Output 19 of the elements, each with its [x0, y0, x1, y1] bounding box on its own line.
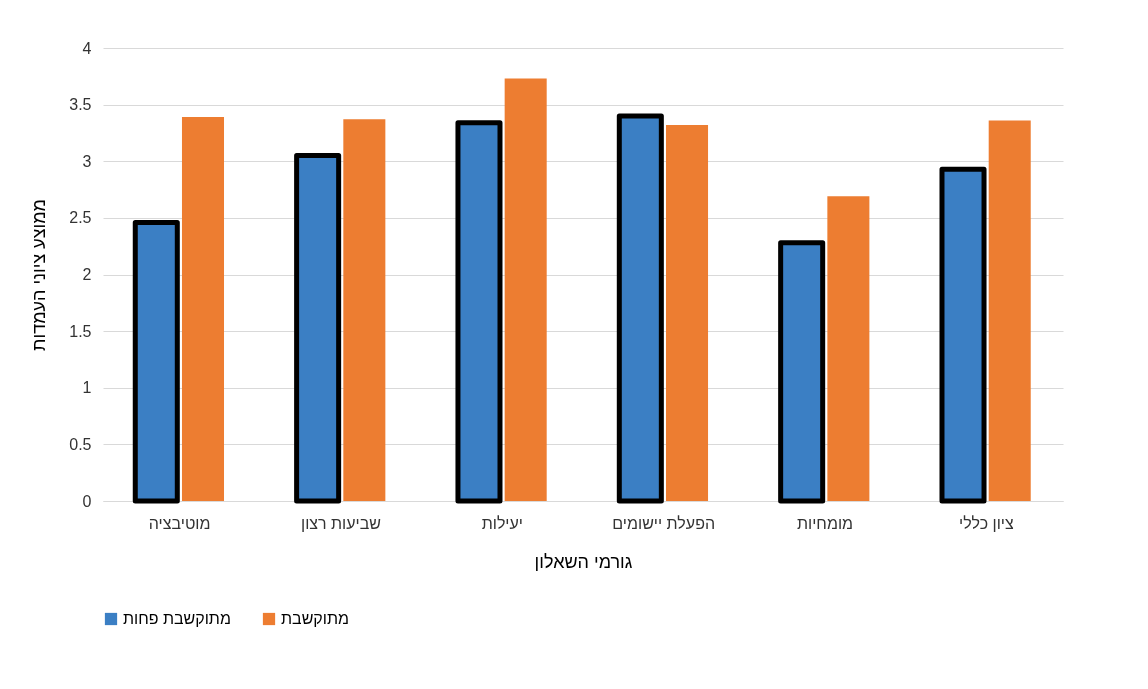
y-tick-label: 1 — [82, 379, 92, 397]
x-tick-label: הפעלת יישומים — [612, 514, 716, 532]
y-tick-label: 4 — [82, 39, 92, 57]
x-tick-label: מוטיבציה — [148, 514, 211, 532]
x-tick-label: ציון כללי — [959, 514, 1014, 532]
y-tick-label: 0 — [82, 492, 92, 510]
x-tick-label: מומחיות — [796, 514, 854, 532]
x-axis-title: גורמי השאלון — [534, 551, 633, 572]
legend-label: מתוקשבת — [281, 610, 349, 627]
y-tick-label: 0.5 — [69, 435, 92, 453]
y-tick-label: 3 — [82, 152, 92, 170]
y-tick-label: 2 — [82, 266, 92, 283]
legend-label: מתוקשבת פחות — [123, 610, 231, 627]
y-tick-label: 1.5 — [69, 322, 92, 340]
x-tick-label: יעילות — [481, 514, 523, 532]
x-tick-label: שביעות רצון — [301, 514, 381, 532]
y-axis-title: ממוצע ציוני העמדות — [29, 199, 50, 351]
y-tick-label: 2.5 — [69, 209, 92, 227]
y-tick-label: 3.5 — [69, 96, 92, 114]
